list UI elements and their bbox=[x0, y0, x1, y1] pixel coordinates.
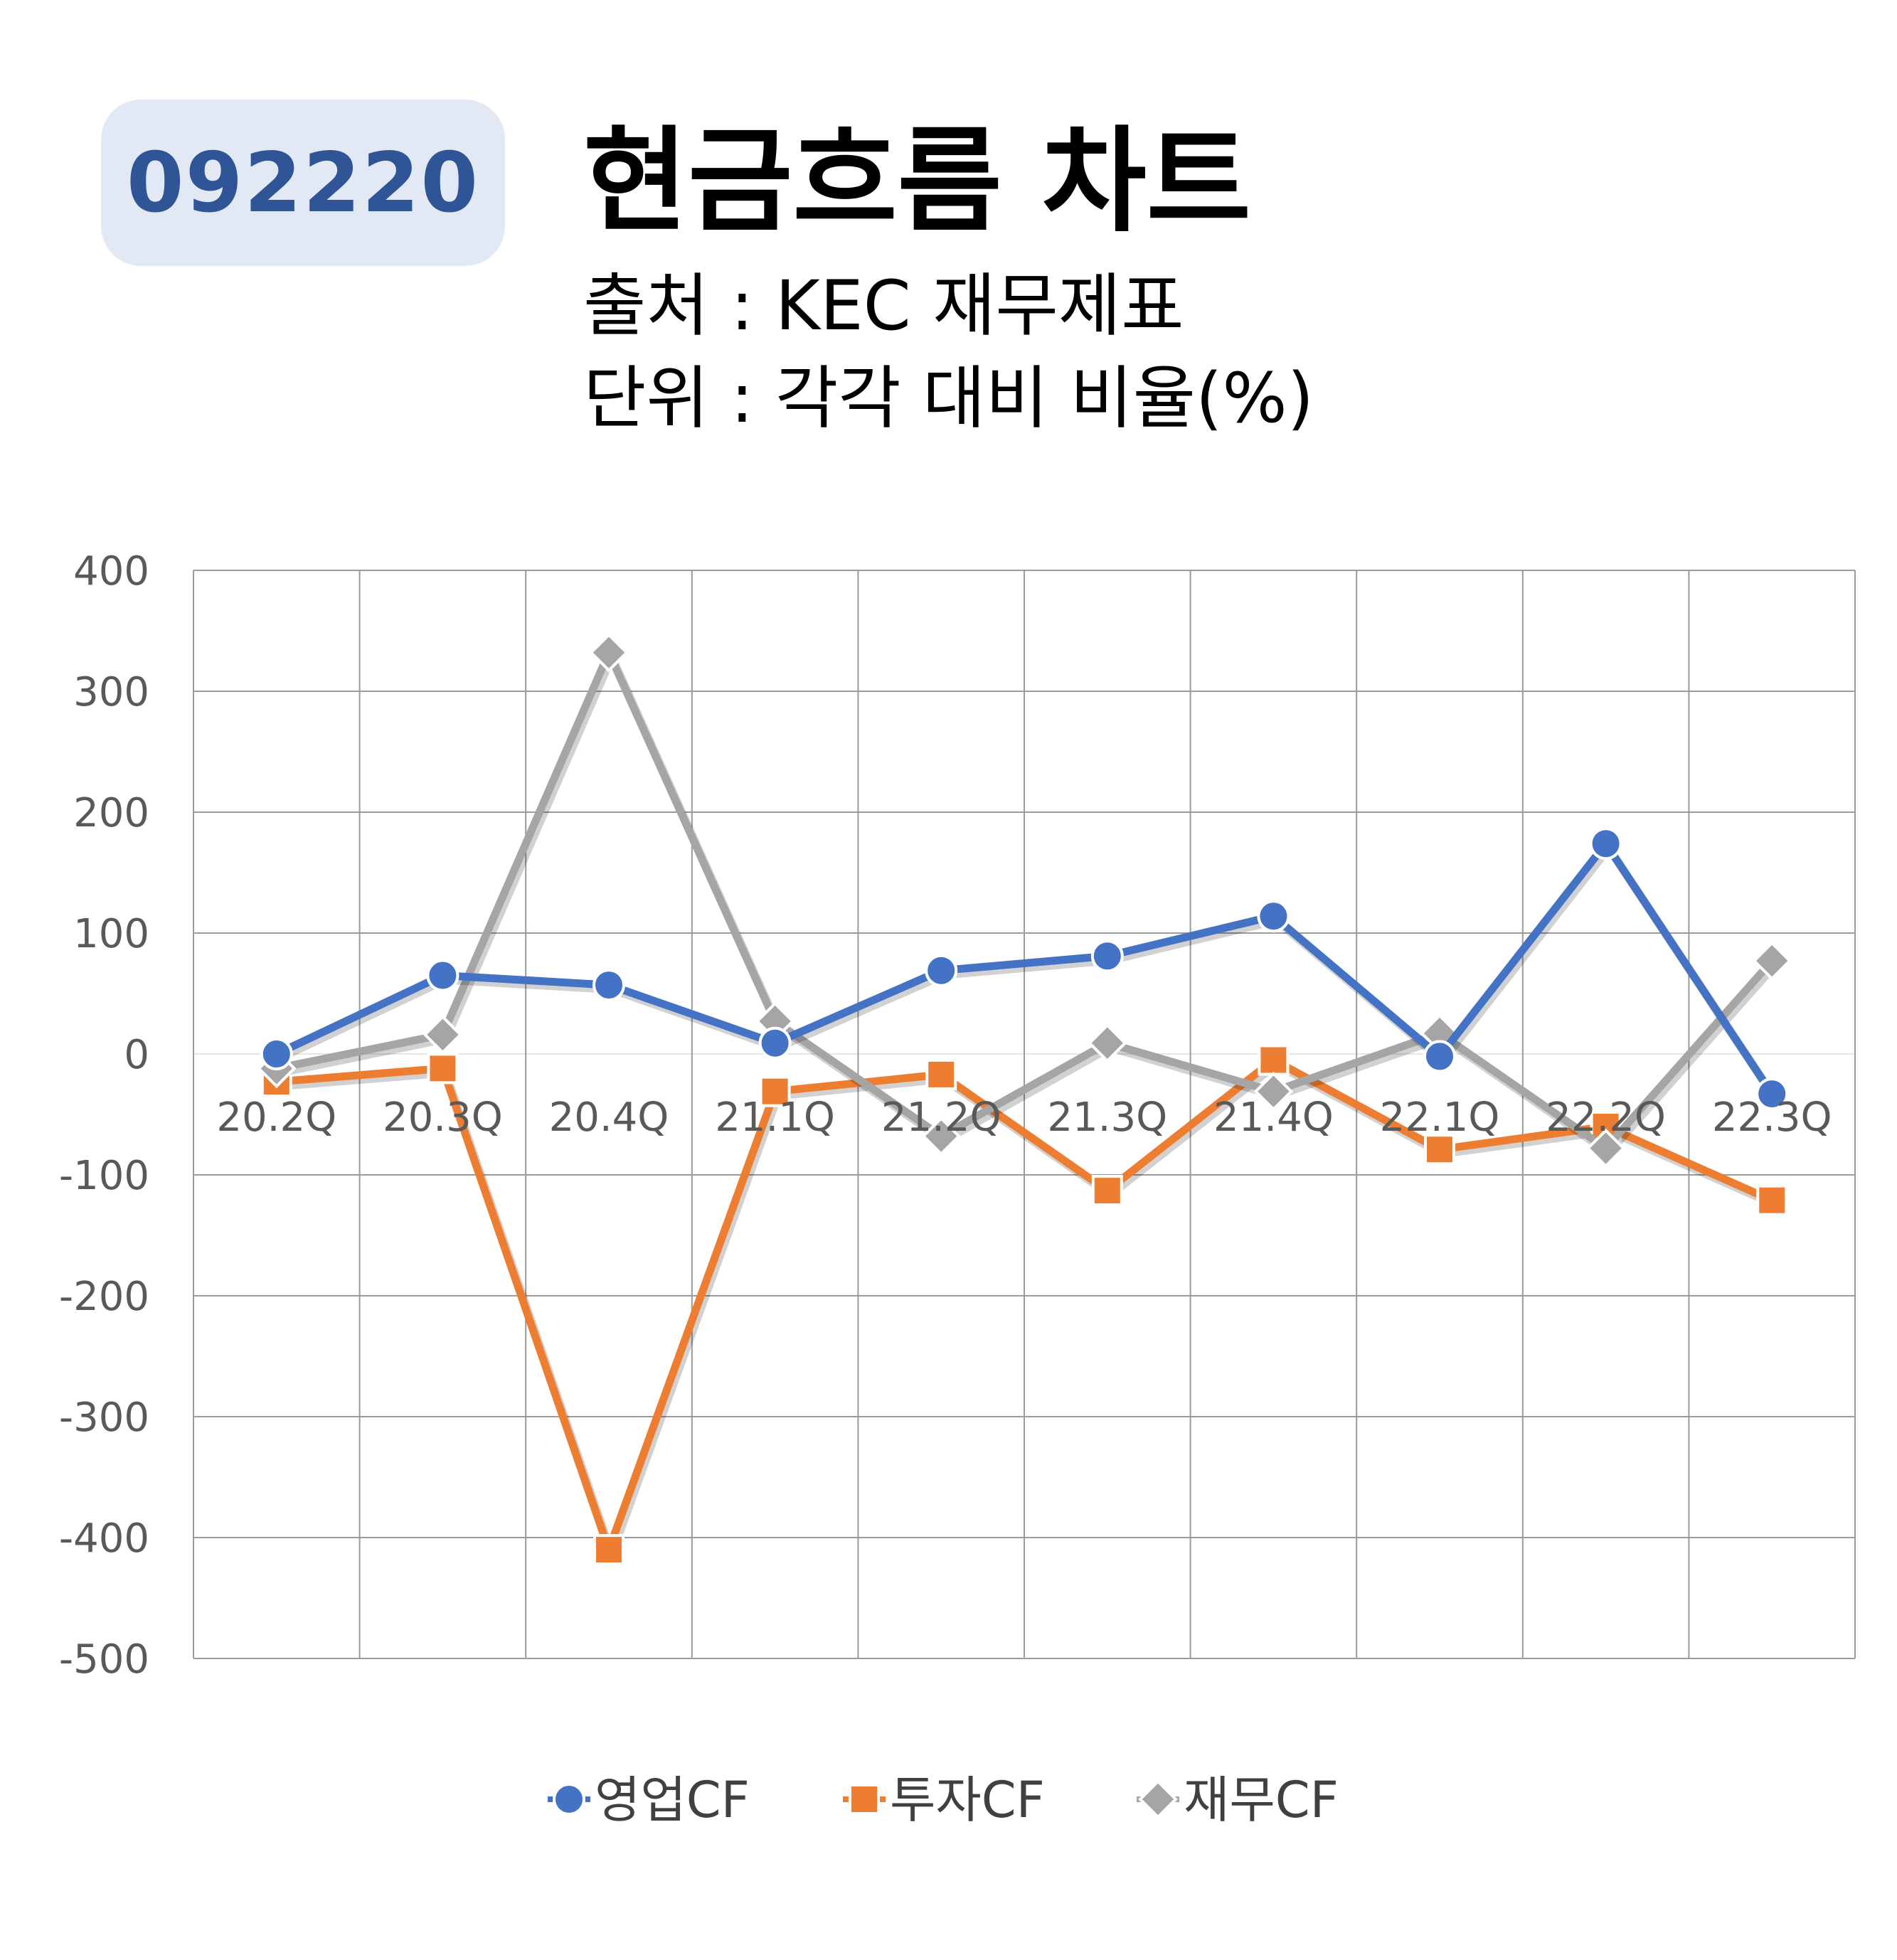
stock-code-badge: 092220 bbox=[101, 100, 505, 266]
chart-title: 현금흐름 차트 bbox=[583, 114, 1251, 247]
y-tick-label: 400 bbox=[73, 548, 149, 595]
point-circle bbox=[1423, 1040, 1456, 1073]
y-tick-label: 0 bbox=[124, 1032, 149, 1078]
x-tick-label: 20.4Q bbox=[549, 1094, 669, 1141]
x-tick-label: 22.1Q bbox=[1380, 1094, 1500, 1141]
legend-label: 투자CF bbox=[890, 1771, 1045, 1829]
point-circle bbox=[758, 1026, 792, 1060]
legend-item-circle: 영업CF bbox=[548, 1771, 750, 1829]
series-line bbox=[272, 649, 1776, 1153]
point-square bbox=[1424, 1134, 1455, 1166]
point-square bbox=[1091, 1175, 1123, 1207]
legend: 영업CF 투자CF 재무CF bbox=[548, 1771, 1339, 1829]
point-circle bbox=[1755, 1077, 1789, 1111]
legend-label: 영업CF bbox=[595, 1771, 750, 1829]
chart-grid bbox=[193, 570, 1856, 1659]
y-tick-label: -100 bbox=[59, 1153, 149, 1199]
point-circle bbox=[593, 969, 625, 1002]
point-circle bbox=[1090, 939, 1124, 973]
point-circle bbox=[925, 954, 958, 987]
y-axis: 400 300 200 100 0 -100 -200 -300 -400 -500 bbox=[59, 548, 149, 1683]
point-circle bbox=[553, 1783, 585, 1816]
series-line-shadow bbox=[277, 843, 1779, 1101]
legend-item-diamond: 재무CF bbox=[1137, 1771, 1339, 1829]
x-tick-label: 21.1Q bbox=[715, 1094, 835, 1141]
point-diamond bbox=[1585, 1128, 1626, 1168]
point-diamond bbox=[1253, 1071, 1294, 1112]
x-tick-label: 21.2Q bbox=[881, 1094, 1001, 1141]
x-tick-label: 20.2Q bbox=[216, 1094, 336, 1141]
x-tick-label: 20.3Q bbox=[383, 1094, 503, 1141]
source-text: 출처 : KEC 재무제표 bbox=[583, 266, 1184, 346]
y-tick-label: 300 bbox=[73, 669, 149, 715]
y-tick-label: -500 bbox=[59, 1636, 149, 1683]
series-line bbox=[272, 839, 1776, 1098]
point-square bbox=[925, 1058, 957, 1090]
point-square bbox=[1756, 1184, 1788, 1216]
series-line-shadow bbox=[278, 652, 1778, 1157]
point-square bbox=[849, 1784, 880, 1815]
series-line bbox=[272, 1056, 1776, 1554]
y-tick-label: -400 bbox=[59, 1516, 149, 1562]
point-diamond bbox=[1752, 941, 1792, 981]
legend-item-square: 투자CF bbox=[843, 1771, 1045, 1829]
point-diamond bbox=[589, 632, 629, 673]
unit-text: 단위 : 각각 대비 비율(%) bbox=[583, 358, 1314, 438]
x-axis: 20.2Q 20.3Q 20.4Q 21.1Q 21.2Q 21.3Q 21.4Q 22.1Q… bbox=[216, 1094, 1832, 1141]
point-circle bbox=[426, 959, 459, 992]
y-tick-label: 100 bbox=[73, 911, 149, 957]
y-tick-label: 200 bbox=[73, 790, 149, 836]
legend-label: 재무CF bbox=[1184, 1771, 1339, 1829]
x-tick-label: 21.4Q bbox=[1213, 1094, 1334, 1141]
point-diamond bbox=[1087, 1023, 1127, 1063]
point-square bbox=[1258, 1044, 1290, 1076]
point-circle bbox=[260, 1038, 293, 1070]
x-tick-label: 22.2Q bbox=[1546, 1094, 1666, 1141]
point-diamond bbox=[921, 1116, 962, 1156]
point-circle bbox=[1589, 827, 1622, 861]
series-diamond bbox=[256, 632, 1792, 1168]
y-tick-label: -200 bbox=[59, 1274, 149, 1320]
x-tick-label: 21.3Q bbox=[1047, 1094, 1167, 1141]
point-circle bbox=[1257, 900, 1290, 933]
point-square bbox=[593, 1534, 625, 1565]
point-square bbox=[759, 1075, 791, 1107]
series-circle bbox=[260, 827, 1789, 1111]
chart-series bbox=[256, 632, 1792, 1565]
x-tick-label: 22.3Q bbox=[1712, 1094, 1832, 1141]
y-tick-label: -300 bbox=[59, 1395, 149, 1441]
point-diamond bbox=[1138, 1779, 1178, 1819]
point-diamond bbox=[423, 1014, 463, 1055]
stock-code: 092220 bbox=[126, 134, 480, 231]
point-square bbox=[427, 1053, 459, 1085]
